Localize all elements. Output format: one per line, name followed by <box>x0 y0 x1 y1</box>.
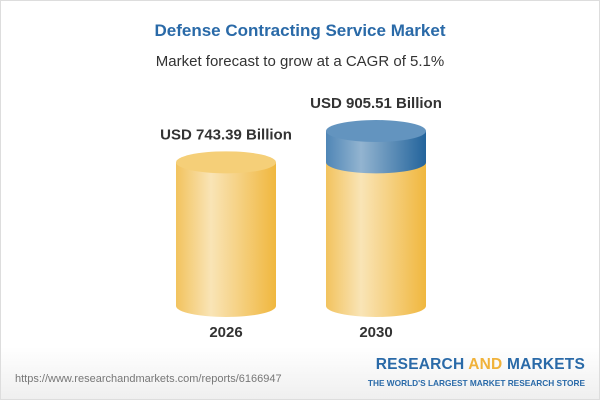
footer: https://www.researchandmarkets.com/repor… <box>1 347 599 399</box>
chart-title: Defense Contracting Service Market <box>154 21 446 40</box>
data-label: USD 905.51 Billion <box>310 95 442 112</box>
bar-2026-body <box>176 162 276 317</box>
bar-2030-growth-top <box>326 120 426 142</box>
bar-2026-top <box>176 151 276 174</box>
data-label: USD 743.39 Billion <box>160 126 292 143</box>
category-label: 2026 <box>209 324 242 341</box>
chart-subtitle: Market forecast to grow at a CAGR of 5.1… <box>155 53 445 70</box>
brand-tagline: THE WORLD'S LARGEST MARKET RESEARCH STOR… <box>367 378 585 388</box>
bar-2030-growth-body <box>326 131 426 174</box>
bar-2030-base-body <box>326 162 426 317</box>
brand-logo: RESEARCH AND MARKETS <box>375 356 585 373</box>
category-label: 2030 <box>359 324 392 341</box>
report-url[interactable]: https://www.researchandmarkets.com/repor… <box>15 373 282 385</box>
